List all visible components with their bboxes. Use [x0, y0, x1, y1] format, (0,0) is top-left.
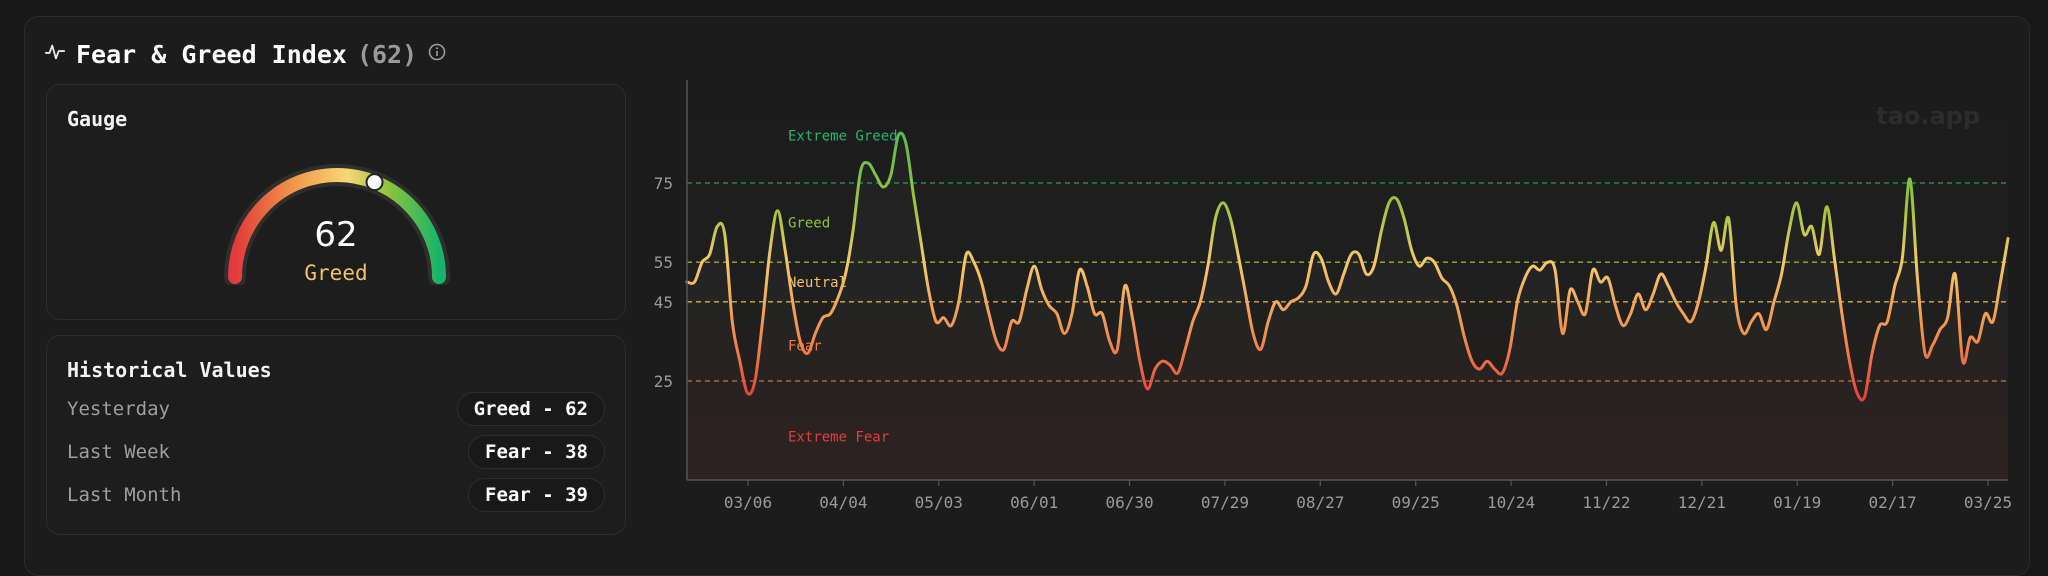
x-tick-label: 07/29: [1201, 493, 1249, 512]
hist-badge: Fear - 38: [468, 435, 605, 469]
y-tick-label: 55: [654, 253, 673, 272]
x-tick-label: 09/25: [1392, 493, 1440, 512]
hist-badge: Fear - 39: [468, 478, 605, 512]
fear-greed-chart: tao.app 25 45 55 75 Extreme Greed Greed Neutral…: [654, 80, 2012, 512]
x-tick-label: 05/03: [915, 493, 963, 512]
info-icon[interactable]: [427, 42, 447, 66]
card-header: Fear & Greed Index (62): [44, 38, 447, 70]
gauge-dial: [224, 164, 450, 285]
watermark: tao.app: [1876, 102, 1980, 130]
zone-label: Neutral: [788, 275, 847, 291]
x-tick-label: 10/24: [1487, 493, 1535, 512]
x-tick-label: 06/01: [1010, 493, 1058, 512]
x-tick-label: 11/22: [1582, 493, 1630, 512]
historical-panel: Historical Values Yesterday Greed - 62 L…: [46, 335, 626, 535]
zone-label: Extreme Fear: [788, 429, 889, 445]
activity-icon: [44, 41, 66, 67]
gauge-panel: Gauge 62 Greed: [46, 84, 626, 320]
hist-label: Last Week: [67, 441, 170, 463]
x-tick-label: 12/21: [1678, 493, 1726, 512]
historical-title: Historical Values: [67, 358, 272, 382]
x-tick-label: 03/25: [1964, 493, 2012, 512]
x-tick-label: 08/27: [1296, 493, 1344, 512]
hist-label: Yesterday: [67, 398, 170, 420]
y-tick-label: 45: [654, 293, 673, 312]
index-value: (62): [356, 39, 418, 69]
gauge-needle-knob: [365, 173, 384, 192]
hist-row-yesterday: Yesterday Greed - 62: [67, 391, 605, 427]
gauge-title: Gauge: [67, 107, 128, 131]
x-tick-label: 03/06: [724, 493, 772, 512]
series-line: [685, 131, 2010, 402]
y-tick-label: 75: [654, 174, 673, 193]
page-title: Fear & Greed Index: [76, 39, 347, 69]
x-tick-label: 06/30: [1105, 493, 1153, 512]
hist-badge: Greed - 62: [456, 392, 605, 426]
zone-label: Greed: [788, 216, 830, 232]
hist-row-last-week: Last Week Fear - 38: [67, 434, 605, 470]
gauge-value: 62: [314, 215, 358, 255]
hist-row-last-month: Last Month Fear - 39: [67, 477, 605, 513]
x-tick-label: 01/19: [1773, 493, 1821, 512]
gauge-label: Greed: [304, 261, 368, 285]
y-tick-label: 25: [654, 372, 673, 391]
x-tick-label: 04/04: [819, 493, 867, 512]
x-tick-label: 02/17: [1869, 493, 1917, 512]
zone-label: Extreme Greed: [788, 128, 898, 144]
hist-label: Last Month: [67, 484, 182, 506]
